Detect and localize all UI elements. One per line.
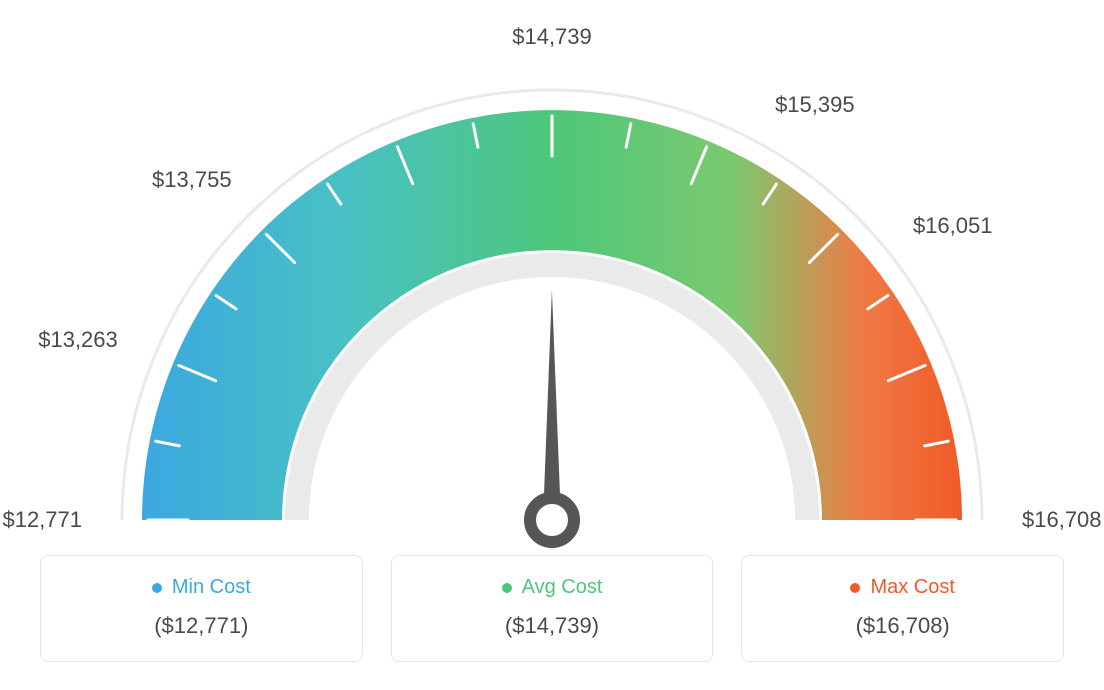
legend-title-text: Min Cost xyxy=(172,576,251,599)
scale-label: $15,395 xyxy=(775,92,855,118)
legend-value-avg: ($14,739) xyxy=(416,613,689,639)
scale-label: $13,755 xyxy=(152,167,232,193)
scale-label: $16,708 xyxy=(1022,507,1102,533)
legend-title-max: Max Cost xyxy=(850,576,954,599)
dot-icon-max xyxy=(850,583,860,593)
scale-label: $13,263 xyxy=(38,327,118,353)
scale-label: $14,739 xyxy=(512,24,592,50)
legend-value-min: ($12,771) xyxy=(65,613,338,639)
gauge-needle-hub xyxy=(530,498,574,542)
legend-value-max: ($16,708) xyxy=(766,613,1039,639)
legend-card-min: Min Cost ($12,771) xyxy=(40,555,363,662)
gauge-wrapper: $12,771 $13,263 $13,755 $14,739 $15,395 $16,0… xyxy=(0,0,1104,560)
legend-title-text: Max Cost xyxy=(870,576,954,599)
dot-icon-min xyxy=(152,583,162,593)
gauge-needle xyxy=(543,290,561,520)
gauge-svg xyxy=(0,0,1104,560)
scale-label: $12,771 xyxy=(2,507,82,533)
legend-card-avg: Avg Cost ($14,739) xyxy=(391,555,714,662)
legend-title-text: Avg Cost xyxy=(522,576,603,599)
legend-title-min: Min Cost xyxy=(152,576,251,599)
legend-row: Min Cost ($12,771) Avg Cost ($14,739) Ma… xyxy=(40,555,1064,662)
scale-label: $16,051 xyxy=(913,213,993,239)
legend-title-avg: Avg Cost xyxy=(502,576,603,599)
legend-card-max: Max Cost ($16,708) xyxy=(741,555,1064,662)
dot-icon-avg xyxy=(502,583,512,593)
gauge-chart-container: $12,771 $13,263 $13,755 $14,739 $15,395 $16,0… xyxy=(0,0,1104,690)
